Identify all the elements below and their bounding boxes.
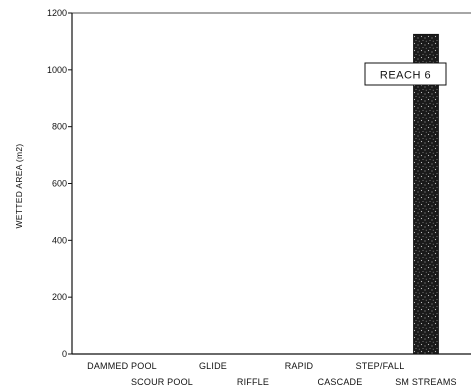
axes xyxy=(71,12,471,355)
annotation-label: REACH 6 xyxy=(380,70,431,82)
x-category-label: GLIDE xyxy=(199,361,227,371)
x-category-label: RIFFLE xyxy=(237,377,269,387)
x-axis-labels: DAMMED POOL SCOUR POOL GLIDE RIFFLE RAPID CAS… xyxy=(87,361,457,387)
y-tick-label: 0 xyxy=(62,349,67,359)
y-tick-label: 400 xyxy=(52,235,67,245)
x-category-label: DAMMED POOL xyxy=(87,361,157,371)
annotation-box xyxy=(364,62,447,86)
y-tick-label: 800 xyxy=(52,122,67,132)
y-axis-title: WETTED AREA (m2) xyxy=(14,143,24,228)
y-axis-ticks: 0 200 400 600 800 1000 1200 xyxy=(47,8,72,359)
x-category-label: SM STREAMS xyxy=(395,377,457,387)
x-category-label: SCOUR POOL xyxy=(131,377,193,387)
x-category-label: CASCADE xyxy=(318,377,363,387)
y-tick-label: 1000 xyxy=(47,65,67,75)
reach-annotation: REACH 6 xyxy=(364,62,447,86)
y-tick-label: 200 xyxy=(52,292,67,302)
x-category-label: RAPID xyxy=(285,361,314,371)
y-tick-label: 600 xyxy=(52,179,67,189)
x-category-label: STEP/FALL xyxy=(356,361,405,371)
y-tick-label: 1200 xyxy=(47,8,67,18)
